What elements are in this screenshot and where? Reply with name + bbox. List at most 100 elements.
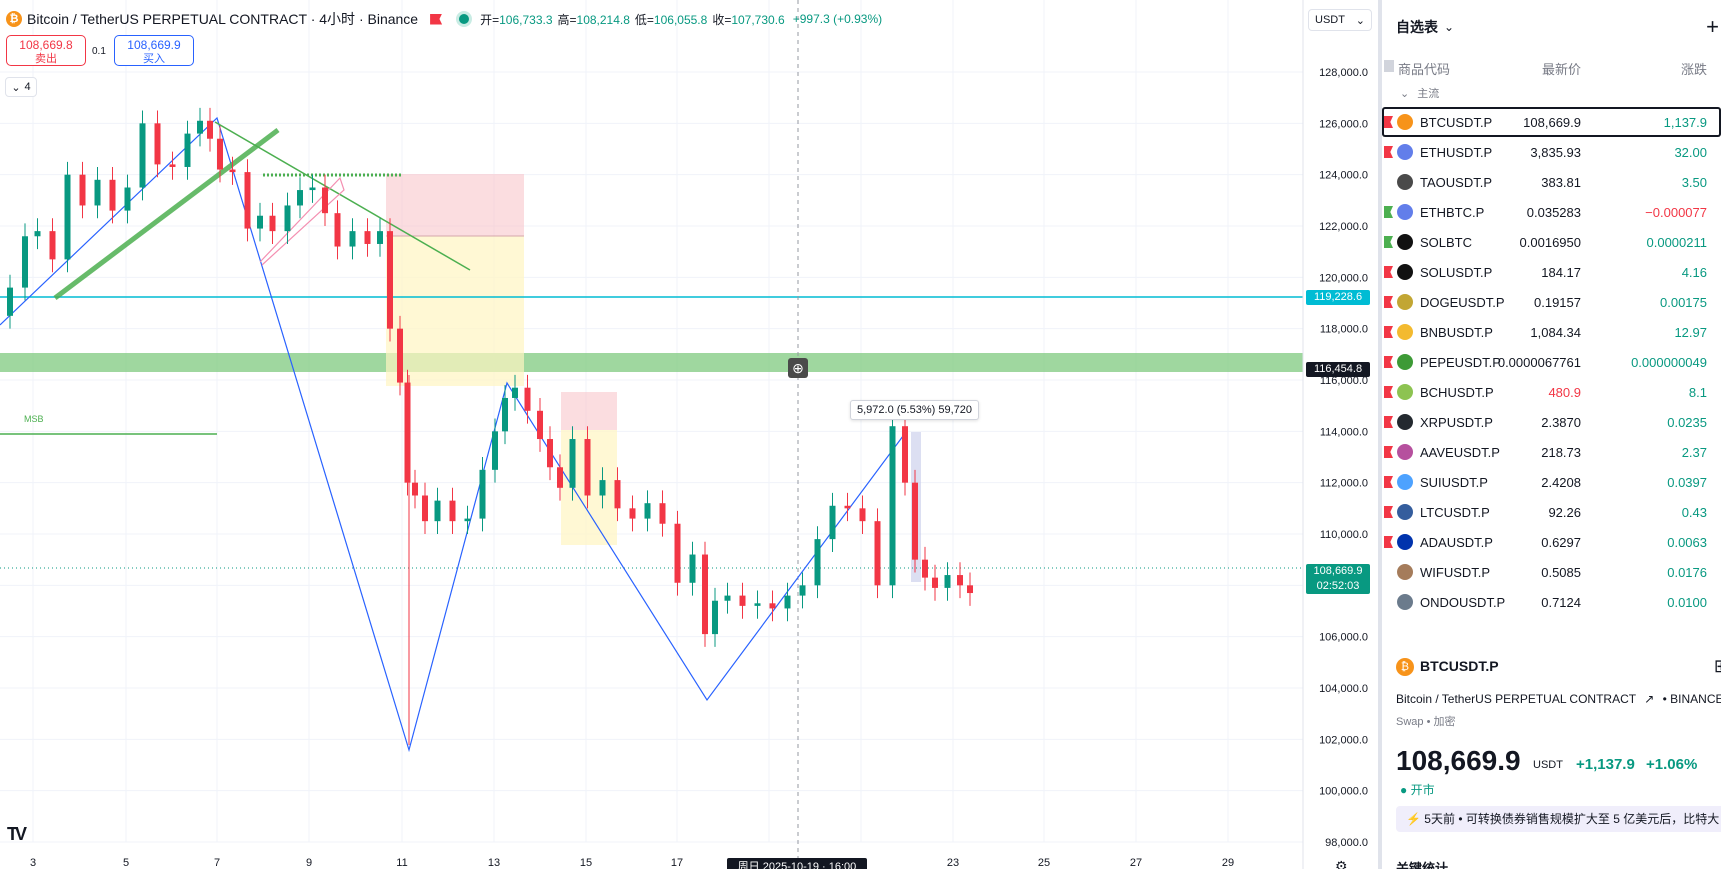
row-last: 480.9: [1548, 385, 1581, 400]
watchlist-row-bnbusdt-p[interactable]: BNBUSDT.P 1,084.34 12.97: [1382, 317, 1721, 347]
section-header[interactable]: ⌄ 主流: [1382, 79, 1721, 107]
flag-icon[interactable]: [1384, 296, 1393, 308]
crosshair-price-tag: 116,454.8: [1306, 362, 1370, 377]
flag-icon[interactable]: [1384, 536, 1393, 548]
candle-body: [524, 387, 531, 411]
detail-price: 108,669.9: [1396, 745, 1521, 776]
candle-body: [397, 328, 403, 383]
settings-gear-icon[interactable]: ⚙: [1335, 858, 1348, 869]
watchlist-row-ethbtc-p[interactable]: ETHBTC.P 0.035283 −0.000077: [1382, 197, 1721, 227]
sell-price: 108,669.8: [19, 38, 73, 52]
watchlist-header: 自选表 ⌄ +: [1382, 0, 1721, 53]
flag-icon[interactable]: [1384, 146, 1393, 158]
watchlist-row-suiusdt-p[interactable]: SUIUSDT.P 2.4208 0.0397: [1382, 467, 1721, 497]
row-change: 0.0235: [1667, 415, 1707, 430]
sell-button[interactable]: 108,669.8 卖出: [6, 35, 86, 66]
row-change: 2.37: [1681, 445, 1707, 460]
watchlist-row-solusdt-p[interactable]: SOLUSDT.P 184.17 4.16: [1382, 257, 1721, 287]
flag-icon[interactable]: [1384, 506, 1393, 518]
watchlist-title[interactable]: 自选表: [1396, 18, 1438, 35]
col-change[interactable]: 涨跌: [1680, 62, 1707, 77]
flag-icon[interactable]: [1384, 236, 1393, 248]
row-symbol: PEPEUSDT.P: [1420, 355, 1501, 370]
row-change: 0.0397: [1667, 475, 1707, 490]
flag-icon[interactable]: [1384, 446, 1393, 458]
watchlist-row-aaveusdt-p[interactable]: AAVEUSDT.P 218.73 2.37: [1382, 437, 1721, 467]
row-symbol: BCHUSDT.P: [1420, 385, 1494, 400]
crosshair-plus-icon[interactable]: ⊕: [788, 358, 808, 378]
candle-body: [944, 575, 951, 588]
detail-symbol[interactable]: BTCUSDT.P: [1420, 658, 1499, 674]
chevron-down-icon[interactable]: ⌄: [1444, 19, 1455, 34]
downtrend-line: [214, 121, 471, 271]
coin-icon: [1397, 474, 1413, 490]
add-symbol-icon[interactable]: +: [1706, 14, 1719, 39]
candle-body: [724, 595, 731, 601]
coin-icon: [1397, 594, 1413, 610]
flag-icon[interactable]: [1384, 116, 1393, 128]
watchlist-row-bchusdt-p[interactable]: BCHUSDT.P 480.9 8.1: [1382, 377, 1721, 407]
candle-body: [322, 187, 328, 214]
watchlist-row-taousdt-p[interactable]: TAOUSDT.P 383.81 3.50: [1382, 167, 1721, 197]
watchlist-row-ondousdt-p[interactable]: ONDOUSDT.P 0.7124 0.0100: [1382, 587, 1721, 617]
price-chart[interactable]: MSB 128,000.0 126,000.0 124,000.0 122,000.0…: [0, 0, 1378, 869]
flag-icon[interactable]: [1384, 326, 1393, 338]
x-axis-label: 5: [123, 857, 129, 869]
candle-body: [257, 215, 263, 229]
ohlc-open: 开=106,733.3: [480, 12, 553, 27]
watchlist-row-solbtc[interactable]: SOLBTC 0.0016950 0.0000211: [1382, 227, 1721, 257]
watchlist-row-wifusdt-p[interactable]: WIFUSDT.P 0.5085 0.0176: [1382, 557, 1721, 587]
row-change: 0.0100: [1667, 595, 1707, 610]
watchlist-row-btcusdt-p[interactable]: BTCUSDT.P 108,669.9 1,137.9: [1382, 107, 1721, 137]
red-flag-icon[interactable]: [430, 13, 443, 25]
row-symbol: AAVEUSDT.P: [1420, 445, 1500, 460]
indicators-toggle-button[interactable]: ⌄ 4: [5, 77, 37, 97]
uptrend-channel: [53, 128, 280, 300]
symbol-title[interactable]: Bitcoin / TetherUS PERPETUAL CONTRACT · …: [27, 11, 419, 27]
col-checkbox[interactable]: [1384, 60, 1394, 72]
detail-unit: USDT: [1533, 759, 1563, 771]
watchlist-row-ethusdt-p[interactable]: ETHUSDT.P 3,835.93 32.00: [1382, 137, 1721, 167]
watchlist-row-adausdt-p[interactable]: ADAUSDT.P 0.6297 0.0063: [1382, 527, 1721, 557]
y-axis-label: 120,000.0: [1319, 272, 1368, 284]
watchlist-row-pepeusdt-p[interactable]: PEPEUSDT.P 0.0000067761 0.000000049: [1382, 347, 1721, 377]
row-change: 0.000000049: [1631, 355, 1707, 370]
flag-icon[interactable]: [1384, 476, 1393, 488]
candle-body: [492, 431, 498, 470]
col-symbol[interactable]: 商品代码: [1398, 62, 1451, 77]
watchlist-panel: 自选表 ⌄ + 商品代码 最新价 涨跌 ⌄ 主流 BTCUSDT.P 108,66…: [1378, 0, 1721, 869]
row-change: 0.0063: [1667, 535, 1707, 550]
flag-icon[interactable]: [1384, 266, 1393, 278]
col-last[interactable]: 最新价: [1541, 62, 1581, 77]
row-last: 383.81: [1541, 175, 1581, 190]
candle-body: [387, 231, 393, 329]
flag-icon[interactable]: [1384, 386, 1393, 398]
news-banner[interactable]: ⚡ 5天前 • 可转换债券销售规模扩大至 5 亿美元后，比特大: [1396, 806, 1721, 832]
measure-tooltip: 5,972.0 (5.53%) 59,720: [850, 400, 979, 420]
row-change: 0.00175: [1660, 295, 1707, 310]
watchlist-row-ltcusdt-p[interactable]: LTCUSDT.P 92.26 0.43: [1382, 497, 1721, 527]
x-axis-label: 7: [214, 857, 220, 869]
row-last: 108,669.9: [1523, 115, 1581, 130]
flag-icon[interactable]: [1384, 206, 1393, 218]
candle-body: [269, 215, 276, 232]
tradingview-logo[interactable]: TV: [7, 824, 27, 844]
flag-icon[interactable]: [1384, 356, 1393, 368]
candle-body: [814, 539, 821, 586]
chart-area[interactable]: MSB 128,000.0 126,000.0 124,000.0 122,000.0…: [0, 0, 1378, 869]
coin-icon: [1397, 204, 1413, 220]
supply-zone-green: [0, 353, 1303, 372]
exchange-name: BINANCE: [1670, 692, 1721, 706]
grid-icon[interactable]: ⊞: [1714, 656, 1721, 677]
flag-icon[interactable]: [1384, 416, 1393, 428]
currency-select[interactable]: USDT ⌄: [1308, 9, 1372, 31]
y-axis-label: 128,000.0: [1319, 67, 1368, 79]
lightning-icon: ⚡: [1406, 812, 1421, 826]
row-symbol: DOGEUSDT.P: [1420, 295, 1505, 310]
watchlist-row-dogeusdt-p[interactable]: DOGEUSDT.P 0.19157 0.00175: [1382, 287, 1721, 317]
buy-button[interactable]: 108,669.9 买入: [114, 35, 194, 66]
watchlist-row-xrpusdt-p[interactable]: XRPUSDT.P 2.3870 0.0235: [1382, 407, 1721, 437]
external-link-icon[interactable]: ↗: [1644, 692, 1655, 706]
candle-body: [569, 439, 576, 488]
coin-icon: [1397, 174, 1413, 190]
